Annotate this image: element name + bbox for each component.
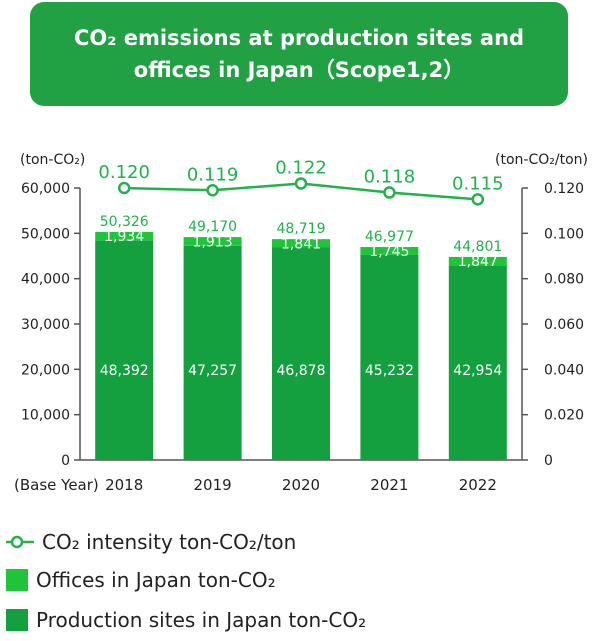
total-value-label: 46,977 [365,229,414,245]
bar-offices [95,231,154,241]
bar-offices [183,237,242,246]
right-tick-label: 0.020 [544,408,584,424]
legend-item-intensity: CO₂ intensity ton-CO₂/ton [6,530,296,554]
x-tick-label: 2021 [370,476,408,494]
right-tick-label: 0.080 [544,272,584,288]
offices-swatch-icon [6,569,28,591]
intensity-point [471,193,485,206]
right-axis-unit: (ton-CO₂/ton) [495,152,588,168]
total-value-label: 49,170 [188,219,237,235]
left-tick-label: 40,000 [21,272,70,288]
bar-production [448,265,507,460]
offices-value-label: 1,847 [458,254,498,270]
x-tick-label: 2019 [194,476,232,494]
emissions-chart: (ton-CO₂) (ton-CO₂/ton) 0 10,000 20,000 30,00… [14,152,588,494]
total-value-label: 48,719 [277,221,326,237]
production-value-label: 45,232 [365,363,414,379]
x-tick-label: 2018 [105,476,143,494]
production-value-label: 42,954 [453,363,502,379]
legend-item-offices: Offices in Japan ton-CO₂ [6,568,276,592]
left-tick-label: 60,000 [21,181,70,197]
legend-item-production: Production sites in Japan ton-CO₂ [6,608,366,632]
left-tick-label: 10,000 [21,408,70,424]
right-tick-label: 0 [544,453,553,469]
right-tick-label: 0.060 [544,317,584,333]
legend-label-intensity: CO₂ intensity ton-CO₂/ton [42,530,297,554]
offices-value-label: 1,913 [193,234,233,250]
intensity-point [117,181,131,195]
chart-title-line2: offices in Japan（Scope1,2） [133,58,465,82]
chart-title: CO₂ emissions at production sites and of… [30,2,568,106]
line-marker-icon [6,535,34,549]
x-tick-label: 2020 [282,476,320,494]
production-value-label: 47,257 [188,363,237,379]
bar-production [95,240,154,460]
left-tick-label: 20,000 [21,362,70,378]
left-tick-label: 50,000 [21,226,70,242]
intensity-value-label: 0.120 [98,162,150,183]
bar-offices [272,239,330,248]
x-tick-label: 2022 [459,476,497,494]
right-tick-label: 0.100 [544,226,584,242]
bar-production [360,254,419,460]
production-swatch-icon [6,609,28,631]
intensity-value-label: 0.115 [452,173,504,194]
bar-offices [448,256,507,266]
intensity-value-label: 0.118 [364,167,416,188]
offices-value-label: 1,841 [281,236,321,252]
total-value-label: 44,801 [453,239,502,255]
bar-production [183,245,242,460]
legend-label-production: Production sites in Japan ton-CO₂ [36,608,367,632]
total-value-label: 50,326 [100,214,149,230]
right-tick-label: 0.120 [544,181,584,197]
production-value-label: 46,878 [277,363,326,379]
legend-label-offices: Offices in Japan ton-CO₂ [36,568,276,592]
left-axis-unit: (ton-CO₂) [20,152,85,168]
left-tick-label: 30,000 [21,317,70,333]
offices-value-label: 1,934 [104,229,144,245]
intensity-value-label: 0.119 [187,164,239,185]
base-year-label: (Base Year) [14,476,99,494]
bar-offices [360,247,419,255]
intensity-point [383,186,396,199]
left-tick-label: 0 [61,453,70,469]
bar-production [272,247,330,460]
intensity-point [294,177,308,190]
offices-value-label: 1,745 [369,244,409,260]
production-value-label: 48,392 [100,363,149,379]
chart-title-line1: CO₂ emissions at production sites and [73,26,525,50]
intensity-value-label: 0.122 [275,157,327,178]
intensity-point [206,184,219,197]
right-tick-label: 0.040 [544,362,584,378]
